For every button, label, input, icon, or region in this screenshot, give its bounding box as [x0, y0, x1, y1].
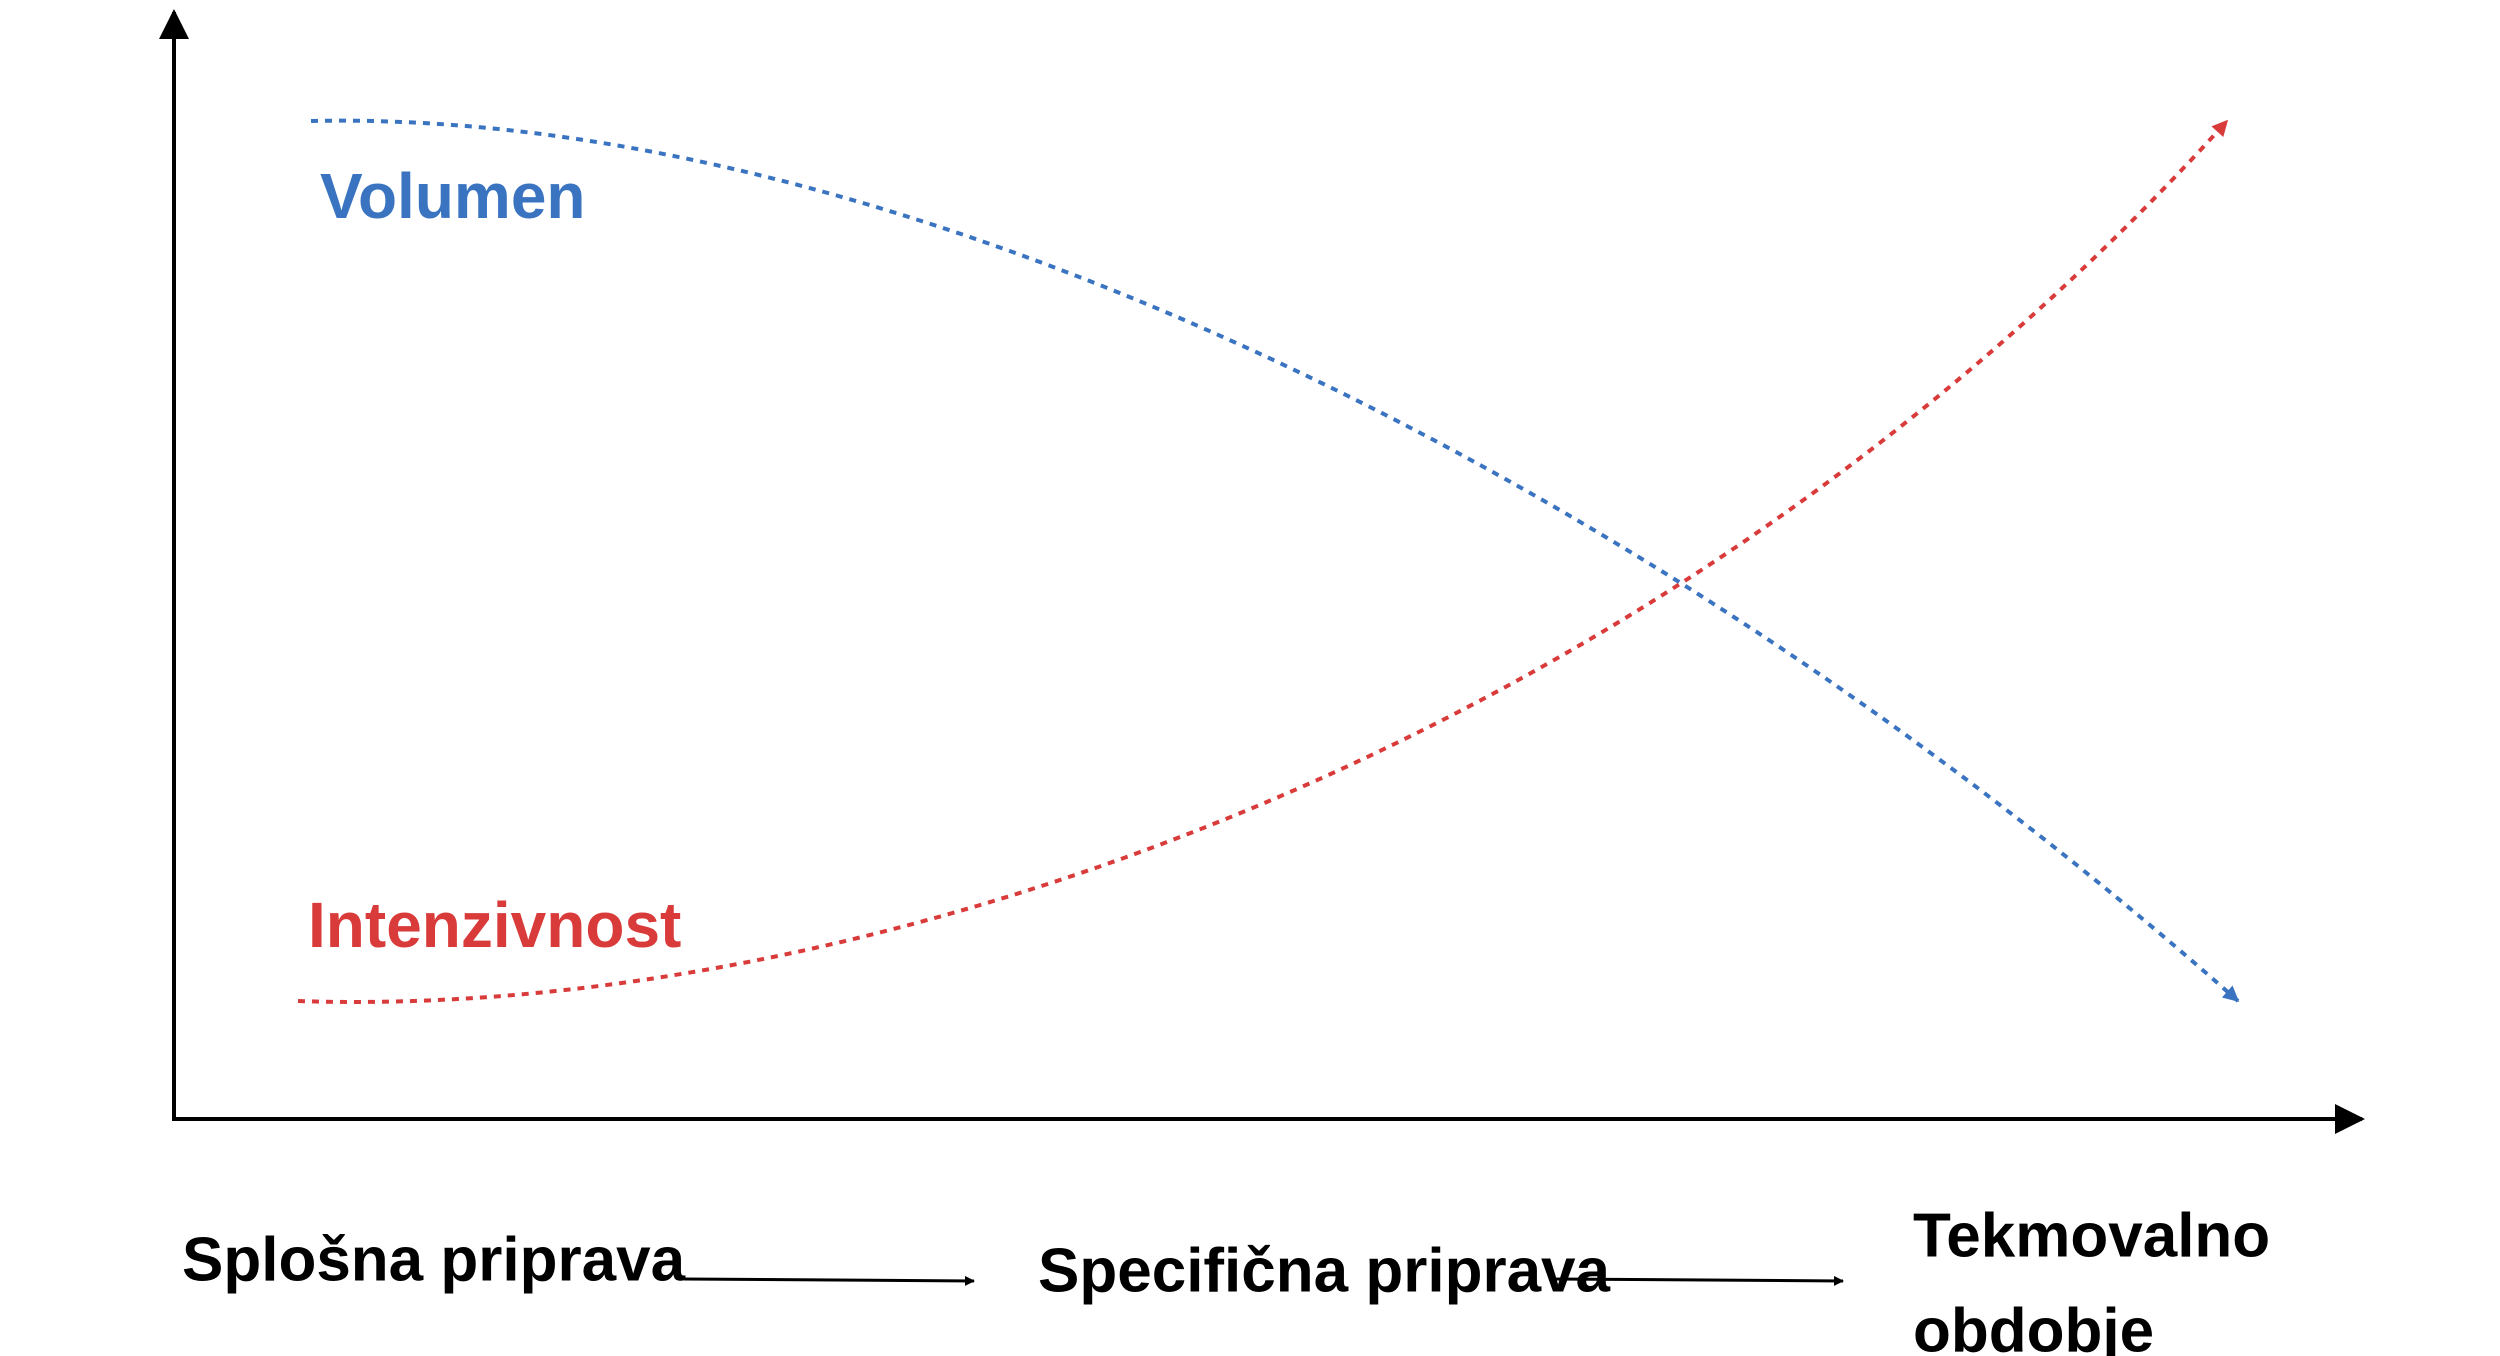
intensity-curve	[297, 119, 2229, 1004]
phase-label: Specifična priprava	[1038, 1236, 1611, 1305]
volume-curve	[310, 118, 2240, 1003]
phase-arrow	[683, 1275, 975, 1286]
curve-label: Intenzivnost	[308, 889, 681, 961]
phase-label: Tekmovalno	[1913, 1201, 2270, 1270]
phase-arrow	[1553, 1275, 1844, 1286]
phase-label: obdobje	[1913, 1296, 2154, 1356]
phase-label: Splošna priprava	[182, 1225, 686, 1294]
curve-label: Volumen	[320, 160, 586, 232]
